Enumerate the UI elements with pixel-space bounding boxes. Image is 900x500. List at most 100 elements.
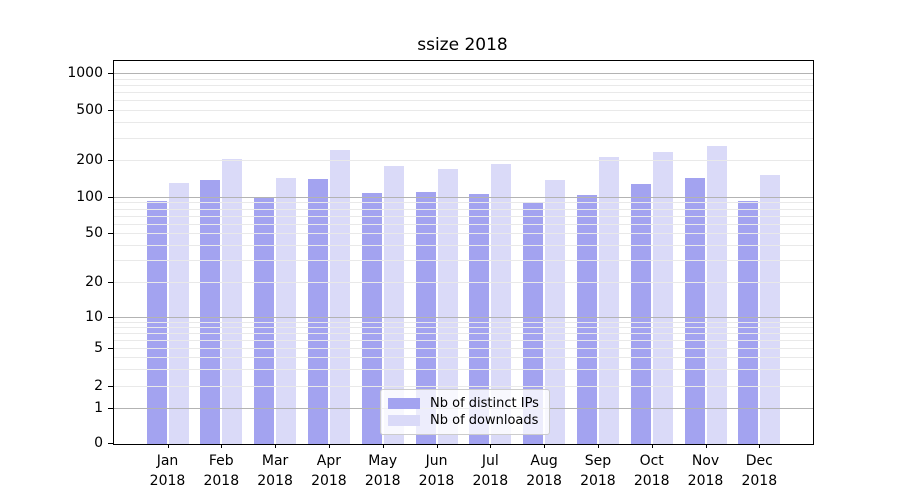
y-tick-0 (108, 443, 113, 444)
gridline-y-80 (114, 208, 813, 210)
bar-downloads-may (383, 165, 404, 444)
gridline-y-7 (114, 332, 813, 334)
y-tick-1000 (108, 73, 113, 74)
gridline-y-900 (114, 78, 813, 80)
y-tick-200 (108, 160, 113, 161)
gridline-y-600 (114, 100, 813, 102)
gridline-y-20 (114, 282, 813, 283)
bar-ips-sep (576, 195, 597, 444)
bar-ips-oct (630, 184, 651, 444)
gridline-y-90 (114, 202, 813, 204)
gridline-y-5 (114, 348, 813, 350)
y-tick-50 (108, 233, 113, 234)
y-tick-label-10: 10 (85, 308, 103, 325)
bar-downloads-sep (598, 157, 619, 444)
y-tick-label-5: 5 (94, 340, 103, 357)
x-tick-nov (705, 444, 707, 448)
gridline-y-300 (114, 137, 813, 139)
bar-ips-mar (254, 197, 275, 444)
bar-downloads-nov (706, 145, 727, 444)
x-tick-dec (759, 444, 761, 448)
bar-ips-apr (307, 178, 328, 444)
y-tick-label-1000: 1000 (67, 65, 103, 81)
y-tick-label-100: 100 (76, 189, 103, 205)
gridline-y-30 (114, 260, 813, 262)
bar-ips-aug (523, 201, 544, 444)
x-tick-jan (167, 444, 169, 448)
y-tick-1 (108, 408, 113, 410)
bar-ips-jul (469, 194, 490, 444)
legend-swatch-distinct-ips (388, 398, 420, 409)
legend-label-distinct-ips: Nb of distinct IPs (430, 396, 539, 411)
x-tick-mar (275, 444, 277, 448)
x-tick-sep (597, 444, 599, 448)
gridline-y-800 (114, 84, 813, 86)
x-tick-label-dec: Dec 2018 (741, 453, 778, 489)
y-tick-label-2: 2 (94, 377, 103, 394)
y-tick-label-0: 0 (94, 435, 103, 451)
x-tick-label-jun: Jun 2018 (418, 453, 455, 489)
x-tick-label-feb: Feb 2018 (203, 453, 240, 489)
gridline-y-8 (114, 326, 813, 328)
gridline-y-6 (114, 339, 813, 341)
gridline-y-400 (114, 122, 813, 124)
y-tick-label-500: 500 (76, 102, 103, 118)
gridline-y-3 (114, 369, 813, 371)
gridline-y-1000 (114, 73, 813, 74)
bar-downloads-feb (222, 159, 243, 444)
gridline-y-500 (114, 110, 813, 111)
bar-ips-may (361, 193, 382, 444)
x-tick-label-oct: Oct 2018 (633, 453, 670, 489)
gridline-y-50 (114, 233, 813, 234)
y-tick-2 (108, 385, 113, 387)
legend-swatch-downloads (388, 415, 420, 426)
bar-downloads-jan (168, 182, 189, 444)
y-tick-20 (108, 282, 113, 283)
x-tick-label-aug: Aug 2018 (526, 453, 562, 489)
gridline-y-10 (114, 316, 813, 318)
y-tick-500 (108, 110, 113, 111)
gridline-y-70 (114, 215, 813, 217)
bar-downloads-apr (329, 149, 350, 444)
x-tick-label-jul: Jul 2018 (472, 453, 509, 489)
legend-label-downloads: Nb of downloads (430, 413, 539, 428)
bar-downloads-dec (760, 175, 781, 444)
x-tick-oct (651, 444, 653, 448)
x-tick-label-nov: Nov 2018 (687, 453, 724, 489)
gridline-y-60 (114, 223, 813, 225)
bar-downloads-oct (652, 151, 673, 444)
bar-ips-feb (200, 180, 221, 444)
bar-downloads-jun (437, 169, 458, 444)
y-tick-label-200: 200 (76, 152, 103, 168)
x-tick-label-mar: Mar 2018 (257, 453, 293, 489)
y-tick-10 (108, 316, 113, 318)
bar-ips-jun (415, 191, 436, 444)
legend-item-downloads: Nb of downloads (388, 412, 539, 429)
y-tick-5 (108, 348, 113, 350)
gridline-y-700 (114, 92, 813, 94)
x-tick-jun (436, 444, 438, 448)
bar-downloads-aug (545, 180, 566, 444)
gridline-y-40 (114, 244, 813, 246)
gridline-y-100 (114, 197, 813, 198)
y-tick-label-50: 50 (85, 225, 103, 241)
x-tick-feb (221, 444, 223, 448)
gridline-y-2 (114, 385, 813, 387)
legend-item-distinct-ips: Nb of distinct IPs (388, 395, 539, 412)
x-tick-label-may: May 2018 (364, 453, 401, 489)
legend: Nb of distinct IPs Nb of downloads (380, 389, 550, 435)
gridline-y-200 (114, 160, 813, 161)
x-tick-label-sep: Sep 2018 (580, 453, 616, 489)
x-tick-apr (328, 444, 330, 448)
y-tick-label-20: 20 (85, 274, 103, 290)
y-tick-100 (108, 197, 113, 198)
x-tick-label-jan: Jan 2018 (149, 453, 186, 489)
x-tick-may (382, 444, 384, 448)
bar-ips-nov (684, 177, 705, 444)
plot-area (113, 60, 814, 445)
x-tick-aug (544, 444, 546, 448)
chart-title: ssize 2018 (417, 35, 508, 55)
bar-downloads-mar (276, 177, 297, 444)
y-tick-label-1: 1 (94, 400, 103, 417)
